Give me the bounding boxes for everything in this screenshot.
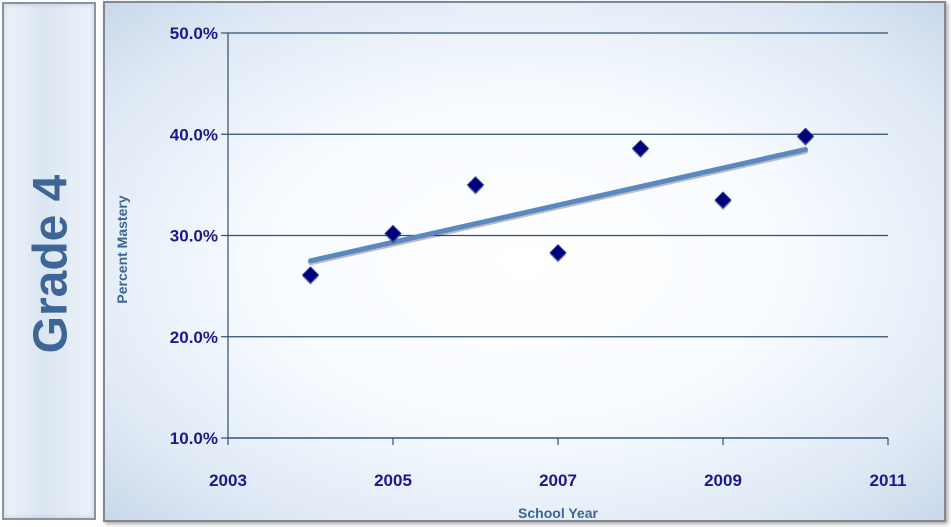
trendline: [308, 146, 808, 264]
y-axis-title: Percent Mastery: [114, 195, 130, 303]
y-tick-label-1: 20.0%: [170, 328, 218, 347]
trendline-group: [308, 146, 808, 266]
x-tick-label-3: 2009: [704, 471, 742, 490]
x-tick-label-1: 2005: [374, 471, 412, 490]
data-points: [301, 127, 815, 285]
grade-label-panel: Grade 4: [2, 2, 96, 520]
y-tick-label-2: 30.0%: [170, 227, 218, 246]
grid-lines: [228, 32, 888, 439]
chart-panel: [103, 1, 946, 522]
x-tick-label-2: 2007: [539, 471, 577, 490]
data-point-2: [466, 176, 485, 194]
x-axis-title: School Year: [518, 505, 598, 521]
x-tick-label-4: 2011: [870, 471, 907, 490]
data-point-6: [796, 127, 815, 145]
y-tick-label-4: 50.0%: [170, 24, 218, 43]
data-point-1: [384, 224, 402, 243]
y-tick-label-0: 10.0%: [170, 429, 218, 448]
tick-labels: 10.0% 20.0% 30.0% 40.0% 50.0% 2003 2005 2007 200…: [170, 24, 907, 490]
data-point-4: [631, 139, 650, 158]
data-point-0: [301, 266, 320, 284]
axes: [221, 32, 889, 445]
y-tick-label-3: 40.0%: [170, 125, 218, 144]
data-point-5: [714, 191, 732, 209]
data-point-3: [549, 244, 567, 262]
x-tick-label-0: 2003: [209, 471, 247, 490]
